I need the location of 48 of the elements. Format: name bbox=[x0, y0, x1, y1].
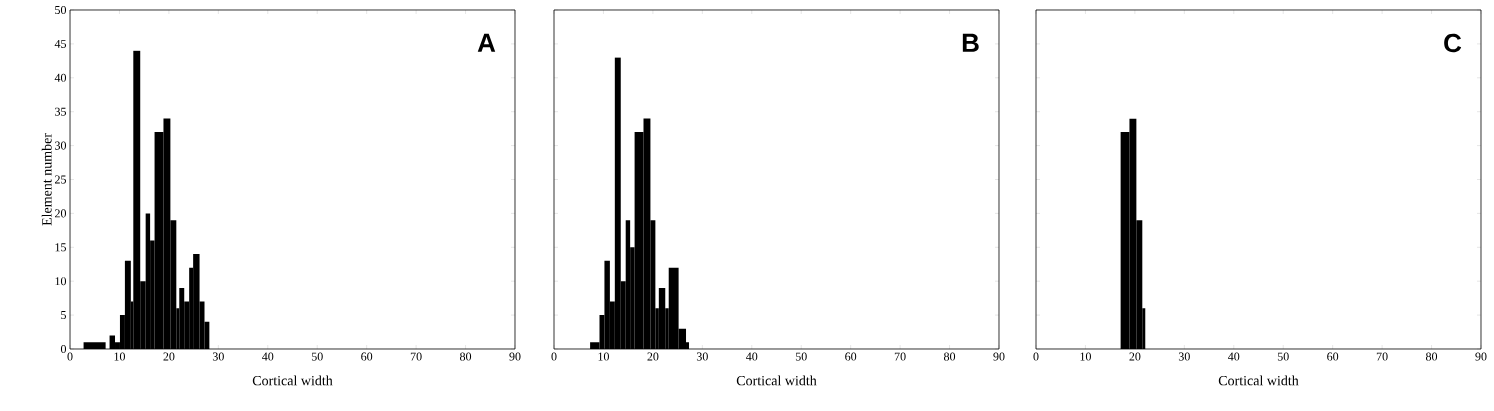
y-tick-label: 0 bbox=[60, 344, 67, 354]
x-tick-label: 50 bbox=[795, 352, 807, 361]
x-tick-label: 30 bbox=[212, 352, 224, 361]
y-tick-label: 35 bbox=[55, 107, 67, 116]
x-tick-label: 70 bbox=[894, 352, 906, 361]
annotation: C bbox=[1444, 33, 1462, 53]
y-tick-label: 30 bbox=[55, 141, 67, 150]
y-tick-label: 40 bbox=[54, 73, 67, 82]
x-tick-label: 0 bbox=[551, 352, 557, 361]
x-tick-label: 30 bbox=[696, 352, 708, 361]
x-tick-label: 80 bbox=[1426, 352, 1438, 361]
x-tick-label: 70 bbox=[410, 352, 422, 361]
x-axis-title: Cortical width bbox=[736, 375, 817, 386]
y-tick-label: 15 bbox=[55, 243, 67, 252]
x-tick-label: 90 bbox=[1475, 352, 1487, 361]
x-tick-label: 90 bbox=[993, 352, 1005, 361]
x-tick-label: 50 bbox=[311, 352, 323, 361]
y-tick-label: 25 bbox=[55, 175, 67, 184]
x-tick-label: 10 bbox=[114, 352, 125, 361]
annotation: B bbox=[962, 33, 979, 52]
x-tick-label: 90 bbox=[509, 352, 521, 361]
x-tick-label: 60 bbox=[845, 352, 857, 361]
x-tick-label: 20 bbox=[1129, 352, 1141, 361]
x-tick-label: 0 bbox=[1033, 352, 1039, 361]
x-tick-label: 80 bbox=[460, 352, 472, 361]
x-tick-label: 40 bbox=[746, 352, 758, 361]
y-tick-label: 5 bbox=[61, 311, 67, 320]
y-axis-title: Element number bbox=[41, 133, 52, 226]
x-tick-label: 10 bbox=[598, 352, 609, 361]
y-tick-label: 10 bbox=[55, 277, 67, 286]
y-tick-label: 50 bbox=[55, 5, 67, 15]
x-tick-label: 20 bbox=[647, 352, 659, 361]
x-tick-label: 60 bbox=[361, 352, 373, 361]
x-tick-label: 40 bbox=[262, 352, 274, 361]
x-tick-label: 50 bbox=[1277, 352, 1289, 361]
x-tick-label: 10 bbox=[1080, 352, 1091, 361]
y-tick-label: 45 bbox=[54, 39, 67, 48]
x-axis-title: Cortical width bbox=[1218, 375, 1299, 386]
x-axis-title: Cortical width bbox=[252, 375, 333, 386]
x-tick-label: 20 bbox=[163, 352, 175, 361]
y-tick-label: 20 bbox=[55, 209, 67, 218]
x-tick-label: 80 bbox=[944, 352, 956, 361]
x-tick-label: 0 bbox=[67, 352, 73, 361]
x-tick-label: 60 bbox=[1327, 352, 1339, 361]
x-tick-label: 30 bbox=[1178, 352, 1190, 361]
annotation: A bbox=[477, 33, 496, 52]
x-tick-label: 40 bbox=[1228, 352, 1240, 361]
x-tick-label: 70 bbox=[1376, 352, 1388, 361]
